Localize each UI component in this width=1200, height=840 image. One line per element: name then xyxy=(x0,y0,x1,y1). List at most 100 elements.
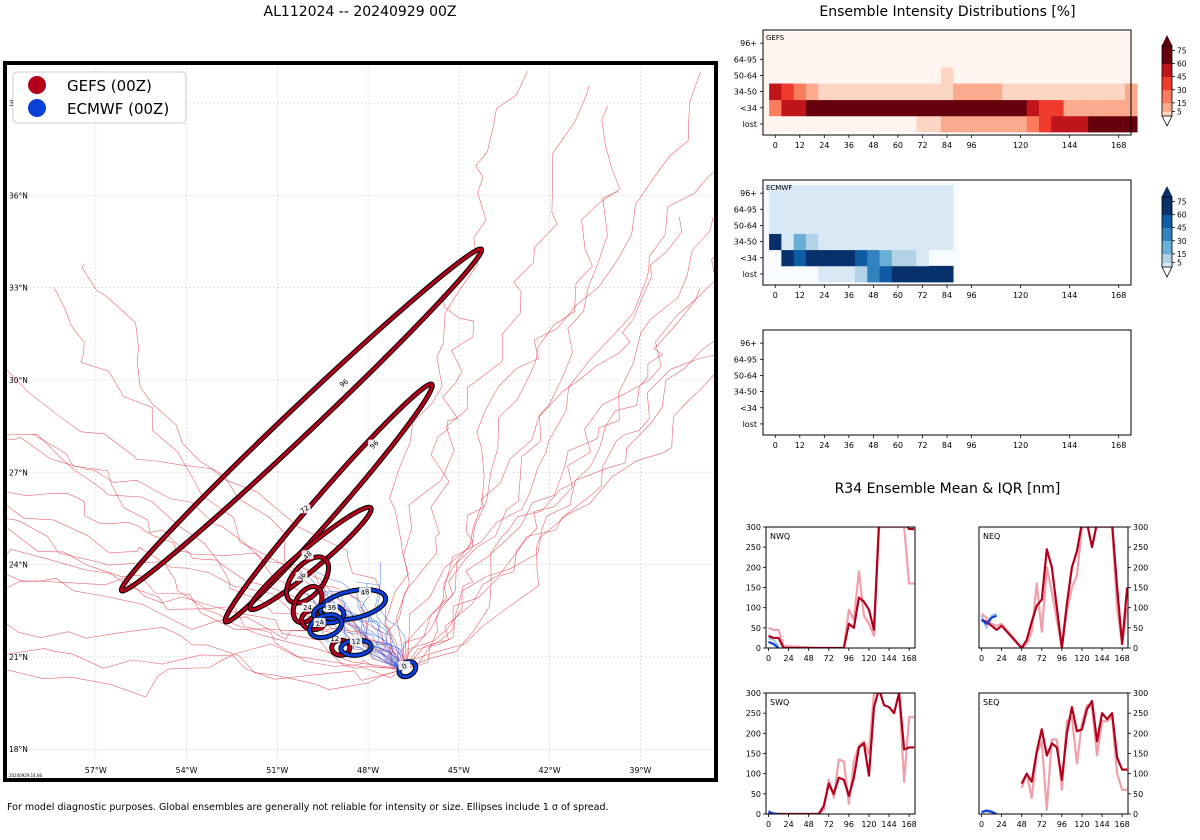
heatmap-cell xyxy=(818,265,831,283)
heatmap-cell xyxy=(1051,115,1064,133)
heatmap-model-label: GEFS xyxy=(766,34,785,42)
hour-tick-label: 0 xyxy=(773,441,778,450)
ensemble-track xyxy=(404,371,716,670)
hour-tick-label: 120 xyxy=(1013,441,1028,450)
heatmap-cell xyxy=(977,83,991,101)
heatmap-cell xyxy=(928,233,942,251)
row-label: 34-50 xyxy=(734,388,757,397)
ellipse-label-bg xyxy=(325,602,338,612)
r34-xtick-label: 48 xyxy=(804,820,814,829)
heatmap-cell xyxy=(940,233,954,251)
r34-xtick-label: 144 xyxy=(1094,654,1109,663)
r34-series-gefs xyxy=(768,693,915,814)
ellipse-hour-label: 24 xyxy=(314,618,325,629)
hour-tick-label: 120 xyxy=(1013,291,1028,300)
ellipse-hour-label: 72 xyxy=(299,504,311,516)
colorbar-frame xyxy=(1161,196,1173,268)
r34-xtick-label: 0 xyxy=(979,820,984,829)
r34-xtick-label: 96 xyxy=(844,654,854,663)
r34-xtick-label: 144 xyxy=(881,820,896,829)
heatmap-cell xyxy=(1002,99,1015,117)
heatmap-cell xyxy=(793,185,807,202)
r34-ytick-label: 0 xyxy=(1133,644,1138,653)
colorbar-tick-label: 45 xyxy=(1177,224,1187,233)
colorbar-segment xyxy=(1162,76,1172,91)
r34-ytick-label: 100 xyxy=(746,770,761,779)
colorbar-frame xyxy=(1161,45,1173,117)
gefs-ellipse xyxy=(330,638,352,657)
heatmap-cell xyxy=(805,233,819,251)
r34-ytick-label: 150 xyxy=(1133,584,1148,593)
heatmap-cell xyxy=(940,217,954,234)
heatmap-cell xyxy=(879,233,893,251)
heatmap-cell xyxy=(781,83,795,101)
r34-xtick-label: 168 xyxy=(901,654,916,663)
colorbar-segment xyxy=(1162,227,1172,242)
ensemble-track xyxy=(404,71,701,670)
r34-series-ecmwf xyxy=(768,810,779,814)
colorbar-segment xyxy=(1162,111,1172,117)
heatmap-cell xyxy=(891,201,905,218)
heatmap-cell xyxy=(928,265,942,283)
ensemble-track xyxy=(5,643,405,698)
heatmap-cell xyxy=(953,83,966,101)
heatmap-cell xyxy=(1112,115,1126,133)
hour-tick-label: 36 xyxy=(844,441,854,450)
ellipse-label-bg xyxy=(337,378,350,388)
heatmap-cell xyxy=(965,83,979,101)
gefs-ellipse xyxy=(119,247,484,593)
r34-xtick-label: 24 xyxy=(997,820,1007,829)
heatmap-cell xyxy=(769,217,782,234)
colorbar-tick-label: 5 xyxy=(1177,108,1182,117)
heatmap-cell xyxy=(830,83,844,101)
heatmap-cell xyxy=(879,201,893,218)
colorbar-segment xyxy=(1162,201,1172,215)
ellipse-label-bg xyxy=(349,636,362,646)
lat-tick-label: 27°N xyxy=(9,468,28,477)
ensemble-track xyxy=(32,433,405,670)
heatmap-cell xyxy=(855,99,868,117)
ellipse-label-bg xyxy=(301,602,314,612)
heatmap-cell xyxy=(805,249,819,267)
hour-tick-label: 48 xyxy=(868,441,878,450)
r34-ytick-label: 200 xyxy=(1133,729,1148,738)
lat-tick-label: 36°N xyxy=(9,191,28,200)
ensemble-track xyxy=(404,215,716,670)
colorbar-segment xyxy=(1162,46,1172,51)
heatmap-cell xyxy=(940,185,954,202)
r34-quadrant-label: SEQ xyxy=(983,698,999,707)
heatmap-cell xyxy=(965,99,979,117)
heatmap-cell xyxy=(842,99,856,117)
row-label: 96+ xyxy=(740,339,757,348)
r34-frame xyxy=(978,692,1129,815)
heatmap-cell xyxy=(793,217,807,234)
ecmwf-ellipse xyxy=(318,588,388,622)
row-label: lost xyxy=(743,270,757,279)
r34-xtick-label: 72 xyxy=(1037,654,1047,663)
heatmap-cell xyxy=(818,99,831,117)
row-label: 34-50 xyxy=(734,88,757,97)
heatmap-cell xyxy=(928,115,942,133)
heatmap-bg xyxy=(763,330,1131,435)
heatmap-cell xyxy=(891,217,905,234)
r34-xtick-label: 24 xyxy=(997,654,1007,663)
heatmap-cell xyxy=(1088,99,1101,117)
r34-series-ecmwf-light xyxy=(768,636,780,647)
heatmap-cell xyxy=(867,83,880,101)
heatmap-cell xyxy=(989,83,1003,101)
heatmap-cell xyxy=(1014,99,1028,117)
row-label: lost xyxy=(743,120,757,129)
ensemble-track xyxy=(5,622,405,690)
heatmap-cell xyxy=(1051,99,1064,117)
heatmap-cell xyxy=(1112,99,1126,117)
ellipse-hour-label: 48 xyxy=(360,588,370,598)
lon-tick-label: 48°W xyxy=(357,766,379,775)
heatmap-cell xyxy=(805,99,819,117)
heatmap-cell xyxy=(818,83,831,101)
heatmap-cell xyxy=(1002,83,1015,101)
heatmap-cell xyxy=(781,99,795,117)
lon-tick-label: 42°W xyxy=(539,766,561,775)
r34-quadrant-label: SWQ xyxy=(770,698,789,707)
